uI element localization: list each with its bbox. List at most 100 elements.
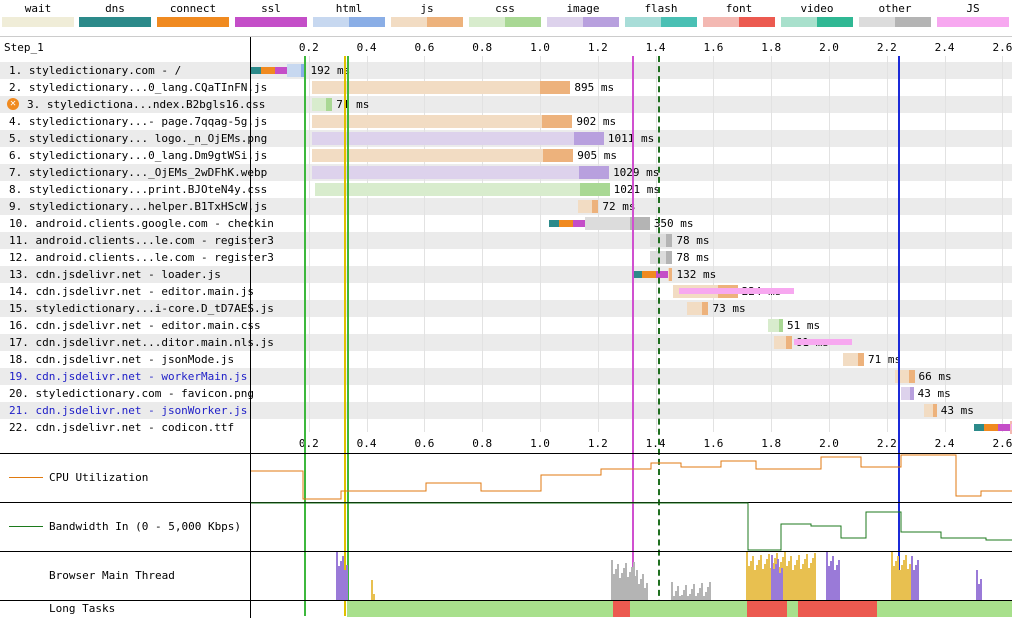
main-thread-activity-bar — [371, 580, 373, 600]
grid-line — [829, 56, 830, 432]
request-bar-download — [665, 251, 673, 264]
request-row[interactable] — [0, 249, 1012, 266]
grid-line — [482, 56, 484, 432]
legend-label: font — [725, 2, 753, 15]
request-row[interactable] — [0, 351, 1012, 368]
main-thread-activity-bar — [836, 565, 838, 600]
connection-ssl-segment — [275, 67, 287, 74]
request-label[interactable]: 18. cdn.jsdelivr.net - jsonMode.js — [9, 353, 235, 366]
main-thread-activity-bar — [814, 553, 816, 600]
main-thread-activity-bar — [826, 552, 828, 600]
request-bar-download — [573, 132, 604, 145]
legend-swatch-light — [703, 17, 739, 27]
axis-tick-bottom: 2.0 — [819, 437, 839, 450]
axis-tick-top: 1.6 — [703, 41, 724, 54]
cpu-legend-line — [9, 477, 43, 478]
request-label[interactable]: 6. styledictionary...0_lang.Dm9gtWSi.js — [9, 149, 268, 162]
request-label[interactable]: 16. cdn.jsdelivr.net - editor.main.css — [9, 319, 261, 332]
legend-label: html — [335, 2, 363, 15]
request-row[interactable] — [0, 283, 1012, 300]
axis-tick-bottom: 2.2 — [876, 437, 897, 450]
request-bar-download — [665, 234, 673, 247]
request-label[interactable]: 17. cdn.jsdelivr.net...ditor.main.nls.js — [9, 336, 274, 349]
main-thread-activity-bar — [691, 589, 693, 600]
bandwidth-graph — [251, 502, 1012, 551]
request-row[interactable] — [0, 419, 1012, 436]
request-bar — [311, 132, 604, 145]
legend-swatch — [391, 17, 463, 27]
request-bar-download — [579, 183, 610, 196]
request-duration: 1021 ms — [613, 183, 660, 196]
main-thread-activity-bar — [980, 579, 982, 600]
main-thread-activity-bar — [675, 591, 677, 600]
request-label[interactable]: 5. styledictionary... logo._n_OjEMs.png — [9, 132, 268, 145]
request-row[interactable] — [0, 215, 1012, 232]
legend-label: ssl — [261, 2, 281, 15]
request-bar-download — [592, 200, 599, 213]
request-row[interactable] — [0, 317, 1012, 334]
request-row[interactable] — [0, 266, 1012, 283]
main-thread-activity-bar — [636, 570, 638, 600]
legend-swatch-dark — [193, 17, 229, 27]
legend-item-dns: dns — [79, 0, 151, 32]
request-label[interactable]: 21. cdn.jsdelivr.net - jsonWorker.js — [9, 404, 248, 417]
request-bar-download — [542, 115, 573, 128]
request-label[interactable]: 15. styledictionary...i-core.D_tD7AES.js — [9, 302, 274, 315]
request-label[interactable]: 2. styledictionary...0_lang.CQaTInFN.js — [9, 81, 268, 94]
legend-swatch-dark — [505, 17, 541, 27]
request-row[interactable] — [0, 198, 1012, 215]
request-label[interactable]: 10. android.clients.google.com - checkin — [9, 217, 274, 230]
dom-interactive-line — [344, 56, 347, 616]
request-row[interactable] — [0, 300, 1012, 317]
main-thread-activity-bar — [346, 565, 348, 600]
request-label[interactable]: 12. android.clients...le.com - register3 — [9, 251, 274, 264]
panel-label-long-tasks: Long Tasks — [49, 602, 116, 615]
main-thread-activity-bar — [907, 569, 909, 600]
request-label[interactable]: 13. cdn.jsdelivr.net - loader.js — [9, 268, 221, 281]
request-row[interactable] — [0, 402, 1012, 419]
legend-swatch — [313, 17, 385, 27]
request-bar-download — [786, 336, 792, 349]
request-label[interactable]: 3. styledictiona...ndex.B2bgls16.css — [27, 98, 266, 111]
main-thread-activity-bar — [779, 573, 781, 600]
main-thread-activity-bar — [703, 596, 705, 600]
request-row[interactable] — [0, 334, 1012, 351]
axis-tick-bottom: 0.6 — [414, 437, 435, 450]
request-row[interactable] — [0, 62, 1012, 79]
request-label[interactable]: 8. styledictionary...print.BJOteN4y.css — [9, 183, 268, 196]
request-label[interactable]: 22. cdn.jsdelivr.net - codicon.ttf — [9, 421, 235, 434]
grid-line — [424, 56, 426, 432]
request-row[interactable] — [0, 385, 1012, 402]
long-tasks-track — [347, 601, 1012, 617]
request-bar-download — [543, 149, 574, 162]
request-label[interactable]: 1. styledictionary.com - / — [9, 64, 182, 77]
legend-item-html: html — [313, 0, 385, 32]
request-row[interactable] — [0, 232, 1012, 249]
main-thread-activity-bar — [806, 554, 808, 600]
panel-label-main-thread: Browser Main Thread — [49, 568, 175, 582]
axis-tick-bottom: 1.6 — [703, 437, 724, 450]
main-thread-activity-bar — [642, 574, 644, 600]
axis-tick-bottom: 0.8 — [472, 437, 493, 450]
onload-line — [898, 56, 901, 616]
axis-tick-bottom: 1.2 — [587, 437, 608, 450]
main-thread-activity-bar — [798, 555, 800, 600]
request-label[interactable]: 4. styledictionary...- page.7qqag-5g.js — [9, 115, 268, 128]
request-row[interactable] — [0, 368, 1012, 385]
main-thread-activity-bar — [754, 570, 756, 600]
request-label[interactable]: 20. styledictionary.com - favicon.png — [9, 387, 255, 400]
request-row[interactable] — [0, 96, 1012, 113]
request-label[interactable]: 11. android.clients...le.com - register3 — [9, 234, 274, 247]
main-thread-activity-bar — [625, 563, 627, 600]
legend-label: image — [566, 2, 600, 15]
request-label[interactable]: 9. styledictionary...helper.B1TxHScW.js — [9, 200, 268, 213]
main-thread-activity-bar — [838, 560, 840, 600]
main-thread-activity-bar — [705, 592, 707, 600]
main-thread-activity-bar — [701, 583, 703, 600]
request-label[interactable]: 19. cdn.jsdelivr.net - workerMain.js — [9, 370, 248, 383]
legend-item-font: font — [703, 0, 775, 32]
request-label[interactable]: 7. styledictionary..._OjEMs_2wDFhK.webp — [9, 166, 268, 179]
legend-swatch-dark — [349, 17, 385, 27]
request-label[interactable]: 14. cdn.jsdelivr.net - editor.main.js — [9, 285, 255, 298]
legend-swatch-dark — [895, 17, 931, 27]
